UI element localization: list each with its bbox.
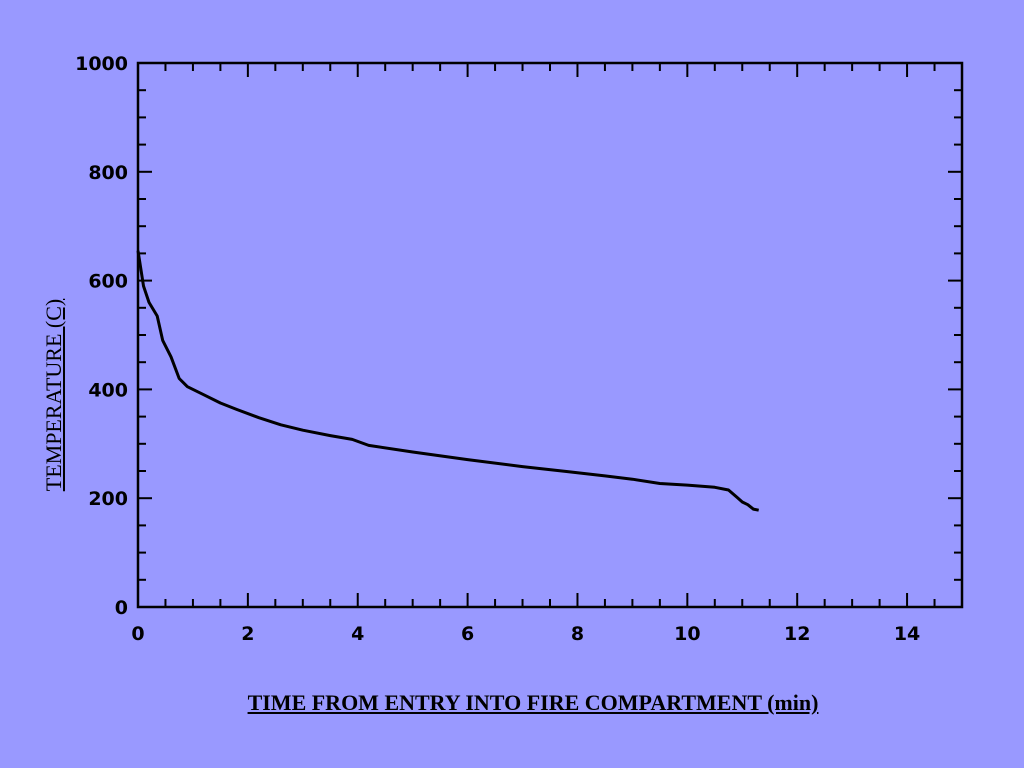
chart-series xyxy=(136,250,759,512)
y-tick-label: 200 xyxy=(88,488,128,510)
x-tick-label: 8 xyxy=(571,623,584,645)
x-axis-label: TIME FROM ENTRY INTO FIRE COMPARTMENT (m… xyxy=(247,690,819,715)
temperature-series-line xyxy=(136,250,759,512)
chart-tick-labels: 0 2 4 6 8 10 12 14 0 200 400 600 800 1000 xyxy=(75,53,920,645)
y-tick-label: 800 xyxy=(88,162,128,184)
y-axis-label: TEMPERATURE (C) xyxy=(41,298,66,492)
x-tick-label: 2 xyxy=(241,623,254,645)
y-tick-label: 600 xyxy=(88,271,128,293)
y-tick-label: 400 xyxy=(88,379,128,401)
y-tick-label: 1000 xyxy=(75,53,128,75)
y-tick-label: 0 xyxy=(115,597,128,619)
x-tick-label: 4 xyxy=(351,623,364,645)
chart-ticks xyxy=(137,62,963,608)
x-tick-label: 10 xyxy=(674,623,700,645)
plot-frame xyxy=(136,61,964,609)
x-tick-label: 6 xyxy=(461,623,474,645)
x-tick-label: 12 xyxy=(784,623,810,645)
x-tick-label: 0 xyxy=(131,623,144,645)
x-tick-label: 14 xyxy=(894,623,920,645)
chart-axes xyxy=(136,61,964,609)
